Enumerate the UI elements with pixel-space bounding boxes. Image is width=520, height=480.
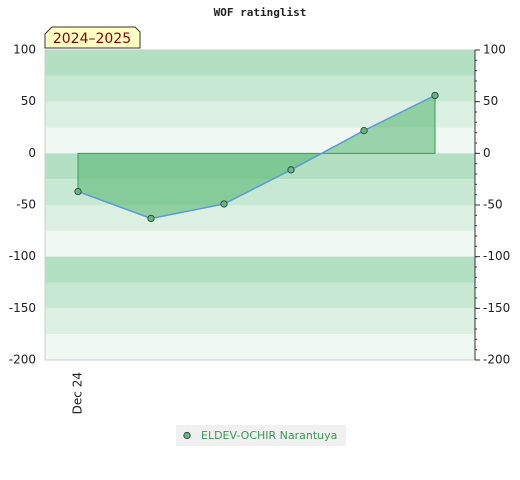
chart-title: WOF ratinglist [214, 6, 307, 19]
band [45, 50, 475, 76]
marker [147, 214, 155, 223]
y-tick-label: 0 [28, 146, 36, 160]
band [45, 256, 475, 283]
badge-text: 2024–2025 [53, 31, 131, 47]
legend: ELDEV-OCHIR Narantuya [176, 425, 346, 446]
badge: 2024–2025 [44, 26, 141, 49]
band [45, 334, 475, 360]
marker [360, 127, 368, 135]
y2-tick-label: -50 [483, 198, 503, 212]
band [45, 308, 475, 335]
y2-tick-label: 50 [483, 94, 498, 108]
y-tick-label: -200 [9, 353, 36, 367]
legend-box [176, 425, 346, 446]
band [45, 75, 475, 102]
y2-tick-label: -150 [483, 301, 510, 315]
y-tick-label: 50 [21, 94, 36, 108]
band [45, 282, 475, 309]
marker [431, 91, 439, 100]
band [45, 205, 475, 231]
legend-marker [183, 431, 191, 440]
y2-tick-label: -200 [483, 353, 510, 367]
marker [74, 187, 82, 196]
y-tick-label: 100 [13, 43, 36, 57]
badge-box [44, 26, 141, 49]
y-tick-label: -100 [9, 249, 36, 263]
y-tick-label: -150 [9, 301, 36, 315]
line [77, 94, 436, 220]
y2-tick-label: 0 [483, 146, 491, 160]
x-tick-label: Dec 24 [71, 372, 85, 414]
band [45, 230, 475, 257]
marker [220, 200, 228, 208]
y-tick-label: -50 [16, 198, 36, 212]
marker [287, 166, 295, 174]
legend-label: ELDEV-OCHIR Narantuya [201, 429, 337, 442]
y2-tick-label: 100 [483, 43, 506, 57]
y2-tick-label: -100 [483, 249, 510, 263]
